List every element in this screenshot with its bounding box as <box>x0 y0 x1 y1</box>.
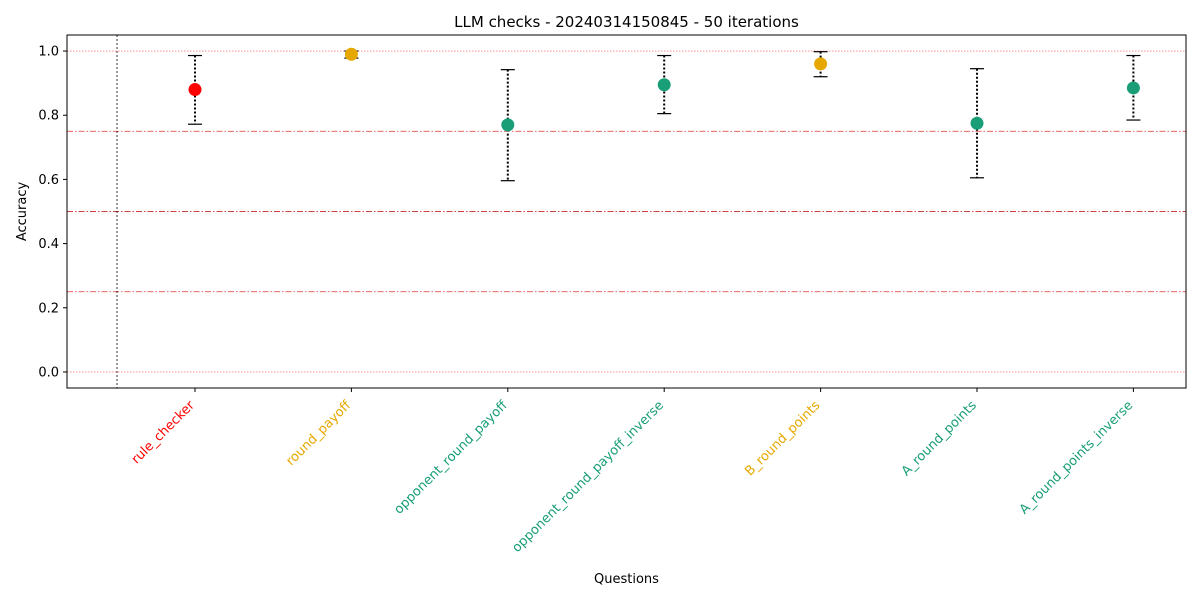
chart-title: LLM checks - 20240314150845 - 50 iterati… <box>454 13 799 31</box>
x-tick-label: round_payoff <box>283 397 354 468</box>
x-tick-label: B_round_points <box>742 398 823 479</box>
x-tick-label: opponent_round_payoff_inverse <box>510 398 667 555</box>
data-point <box>970 116 984 130</box>
data-point <box>814 57 828 71</box>
data-point <box>1126 81 1140 95</box>
y-tick-label: 1.0 <box>38 45 59 60</box>
x-tick-label: rule_checker <box>129 398 199 468</box>
x-axis-ticks: rule_checker round_payoff opponent_round_p… <box>129 388 1136 556</box>
data-point <box>344 47 358 61</box>
x-tick-label: A_round_points_inverse <box>1017 398 1136 517</box>
y-tick-label: 0.4 <box>38 237 59 252</box>
data-point <box>657 78 671 92</box>
x-tick-label: opponent_round_payoff <box>391 397 511 517</box>
data-points <box>188 47 1140 132</box>
y-axis-ticks: 0.0 0.2 0.4 0.6 0.8 1.0 <box>38 45 67 380</box>
data-point <box>188 83 202 97</box>
x-axis-label: Questions <box>594 572 659 587</box>
y-tick-label: 0.2 <box>38 301 59 316</box>
x-tick-label: A_round_points <box>899 398 980 479</box>
y-tick-label: 0.0 <box>38 365 59 380</box>
y-axis-label: Accuracy <box>15 182 30 242</box>
plot-frame <box>66 34 1187 389</box>
y-tick-label: 0.6 <box>38 173 59 188</box>
data-point <box>501 118 515 132</box>
reference-lines <box>67 50 1186 373</box>
y-tick-label: 0.8 <box>38 109 59 124</box>
error-bars <box>188 50 1141 182</box>
